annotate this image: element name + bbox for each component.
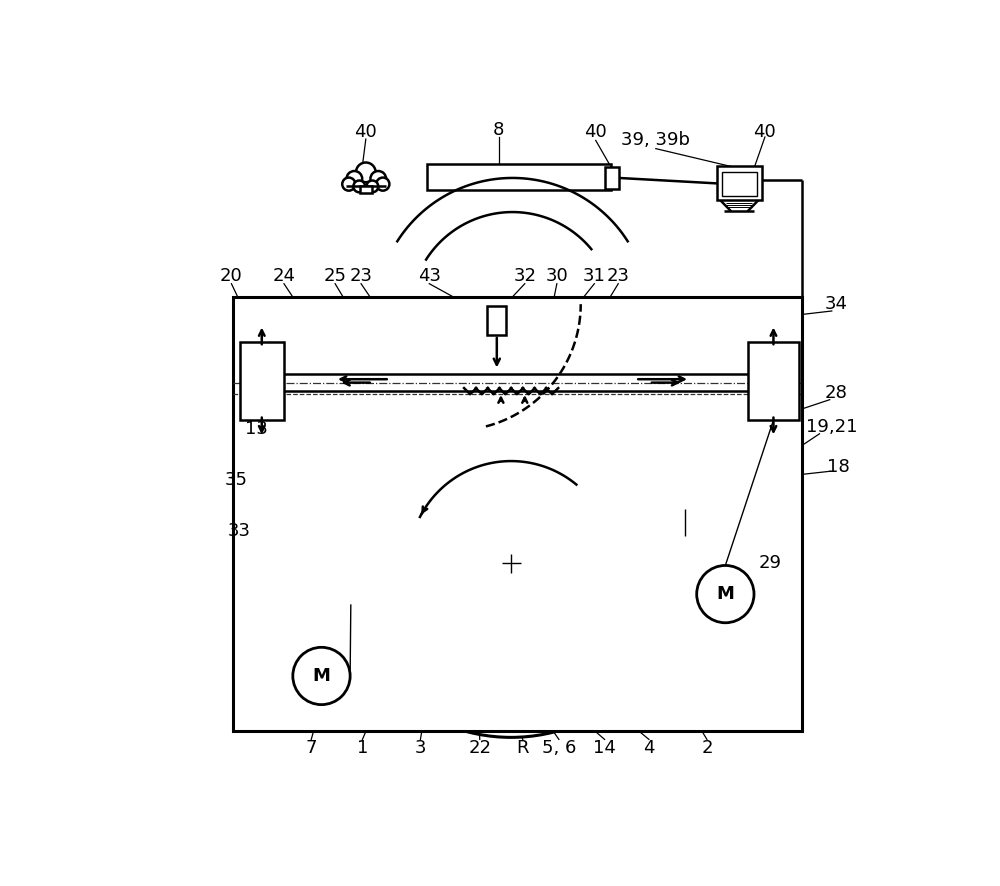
Text: 28: 28 xyxy=(825,384,848,402)
Circle shape xyxy=(697,565,754,623)
Bar xyxy=(360,186,372,193)
Text: 35: 35 xyxy=(225,471,248,489)
Circle shape xyxy=(376,177,389,190)
Text: 25: 25 xyxy=(324,267,347,284)
Text: 18: 18 xyxy=(827,457,850,476)
Text: 2: 2 xyxy=(701,739,713,757)
Bar xyxy=(605,167,619,189)
Text: 4: 4 xyxy=(643,739,655,757)
Bar xyxy=(674,509,685,536)
Circle shape xyxy=(392,444,631,683)
Circle shape xyxy=(337,390,685,737)
Circle shape xyxy=(342,177,355,190)
Text: 19,21: 19,21 xyxy=(806,418,858,436)
Text: 40: 40 xyxy=(354,123,377,141)
Text: 40: 40 xyxy=(584,123,607,141)
Text: M: M xyxy=(313,667,330,685)
Circle shape xyxy=(293,648,350,704)
Text: 20: 20 xyxy=(220,267,243,284)
Circle shape xyxy=(370,171,386,187)
Bar xyxy=(748,342,799,420)
Bar xyxy=(487,307,506,335)
Text: M: M xyxy=(716,585,734,603)
Circle shape xyxy=(347,171,362,187)
Text: 43: 43 xyxy=(418,267,441,284)
Text: 30: 30 xyxy=(545,267,568,284)
Circle shape xyxy=(353,181,365,192)
Text: 13: 13 xyxy=(245,420,268,438)
Text: 14: 14 xyxy=(593,739,616,757)
Circle shape xyxy=(346,399,676,728)
Text: 1: 1 xyxy=(357,739,368,757)
Text: 33: 33 xyxy=(228,523,251,540)
Text: 3: 3 xyxy=(415,739,426,757)
Bar xyxy=(722,172,757,196)
Text: R: R xyxy=(516,739,529,757)
Text: 23: 23 xyxy=(607,267,630,284)
Bar xyxy=(717,167,762,200)
Text: 24: 24 xyxy=(272,267,295,284)
Circle shape xyxy=(366,181,378,192)
Text: 32: 32 xyxy=(513,267,536,284)
Bar xyxy=(233,298,802,731)
Bar xyxy=(240,342,284,420)
Text: 40: 40 xyxy=(754,123,776,141)
Text: 23: 23 xyxy=(350,267,373,284)
Text: 8: 8 xyxy=(493,121,505,139)
Text: 5, 6: 5, 6 xyxy=(542,739,576,757)
Bar xyxy=(427,164,611,190)
Circle shape xyxy=(453,505,569,621)
Circle shape xyxy=(356,162,376,183)
Text: 34: 34 xyxy=(825,295,848,313)
Text: 22: 22 xyxy=(468,739,491,757)
Text: 29: 29 xyxy=(759,555,782,572)
Text: 7: 7 xyxy=(305,739,317,757)
Text: 39, 39b: 39, 39b xyxy=(621,131,690,150)
Text: 31: 31 xyxy=(583,267,606,284)
